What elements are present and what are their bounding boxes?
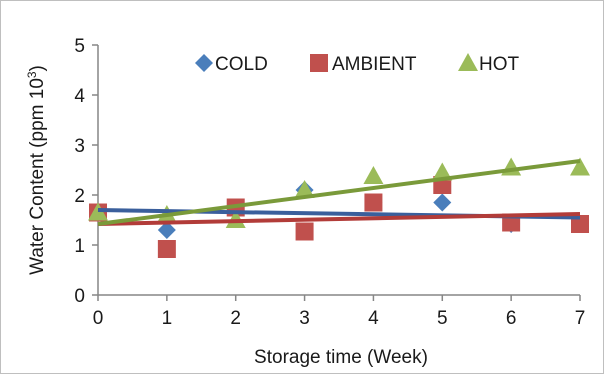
data-markers bbox=[88, 157, 590, 258]
x-axis-title: Storage time (Week) bbox=[254, 347, 428, 368]
y-tick-label: 3 bbox=[74, 136, 85, 157]
cold-legend-marker bbox=[195, 54, 213, 72]
x-tick-label: 4 bbox=[368, 308, 379, 329]
ambient-legend-marker bbox=[310, 54, 328, 72]
x-tick-label: 5 bbox=[437, 308, 448, 329]
x-tick-label: 0 bbox=[93, 308, 104, 329]
y-ticks: 0 1 2 3 4 5 bbox=[74, 36, 98, 307]
x-tick-label: 2 bbox=[230, 308, 241, 329]
x-tick-label: 7 bbox=[575, 308, 586, 329]
y-axis-title-main: Water Content (ppm 10 bbox=[27, 78, 48, 275]
y-tick-label: 2 bbox=[74, 186, 85, 207]
ambient-point bbox=[157, 240, 176, 258]
legend: COLD AMBIENT HOT bbox=[195, 53, 520, 75]
ambient-point bbox=[364, 193, 383, 212]
hot-trendline bbox=[97, 159, 581, 226]
hot-point bbox=[432, 162, 453, 181]
hot-legend-label: HOT bbox=[479, 54, 520, 75]
hot-point bbox=[570, 157, 590, 176]
ambient-point bbox=[295, 222, 314, 241]
cold-point bbox=[433, 193, 452, 212]
y-tick-label: 1 bbox=[74, 236, 85, 257]
hot-point bbox=[294, 180, 315, 198]
x-tick-label: 3 bbox=[299, 308, 310, 329]
y-tick-label: 5 bbox=[74, 36, 85, 57]
cold-point bbox=[157, 221, 176, 239]
hot-legend-marker bbox=[458, 53, 478, 71]
y-axis-title-close: ) bbox=[27, 65, 48, 71]
ambient-legend-label: AMBIENT bbox=[332, 54, 417, 75]
ambient-trendline bbox=[97, 212, 581, 226]
y-tick-label: 0 bbox=[74, 286, 85, 307]
y-axis-title: Water Content (ppm 103) bbox=[25, 65, 48, 275]
ambient-point bbox=[571, 215, 589, 233]
y-tick-label: 4 bbox=[74, 86, 85, 107]
x-tick-label: 6 bbox=[506, 308, 517, 329]
cold-legend-label: COLD bbox=[215, 54, 268, 75]
hot-point bbox=[225, 210, 246, 228]
y-axis-title-sup: 3 bbox=[25, 71, 39, 78]
trendlines bbox=[97, 159, 581, 226]
x-tick-label: 1 bbox=[162, 308, 173, 329]
hot-point bbox=[363, 166, 384, 184]
axes: 0 1 2 3 4 5 0 1 2 3 4 5 6 7 bbox=[74, 36, 585, 329]
x-ticks: 0 1 2 3 4 5 6 7 bbox=[93, 295, 586, 329]
